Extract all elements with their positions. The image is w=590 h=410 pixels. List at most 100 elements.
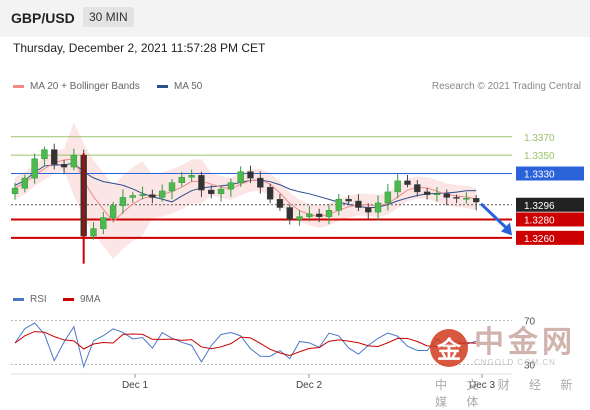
candle-body-28 xyxy=(286,207,293,220)
timeframe-badge[interactable]: 30 MIN xyxy=(83,7,134,27)
rsi-line xyxy=(14,322,477,369)
candle-body-47 xyxy=(472,198,480,203)
x-tick-label-1: Dec 2 xyxy=(296,380,323,391)
candle-body-44 xyxy=(443,193,450,198)
candle-body-19 xyxy=(198,175,205,191)
candle-body-8 xyxy=(90,228,97,237)
candle-10 xyxy=(109,201,117,221)
arrow-shaft xyxy=(479,202,511,232)
candle-body-43 xyxy=(433,193,441,195)
candle-46 xyxy=(463,192,470,204)
candle-15 xyxy=(158,184,166,202)
candle-body-38 xyxy=(384,191,392,204)
candle-44 xyxy=(443,189,450,206)
candle-body-45 xyxy=(453,197,460,199)
candle-4 xyxy=(51,143,58,170)
candle-body-30 xyxy=(306,213,313,217)
level-label-bg-2 xyxy=(516,166,584,181)
candle-43 xyxy=(433,187,441,202)
candle-body-36 xyxy=(365,207,372,213)
candle-29 xyxy=(296,210,303,226)
candle-32 xyxy=(325,205,333,225)
price-levels xyxy=(11,136,512,239)
level-label-0: 1.3370 xyxy=(524,133,555,144)
candle-24 xyxy=(247,165,254,184)
candle-body-23 xyxy=(237,171,244,183)
legend-9ma-label: 9MA xyxy=(80,294,101,305)
candle-body-3 xyxy=(41,149,48,160)
candle-5 xyxy=(60,159,68,175)
rsi-level-label-1: 30 xyxy=(524,361,536,372)
candle-14 xyxy=(149,189,156,204)
candle-0 xyxy=(11,182,19,200)
candle-41 xyxy=(414,179,421,197)
candle-body-46 xyxy=(463,198,470,200)
rsi-ma-line xyxy=(14,331,477,356)
candle-45 xyxy=(453,194,460,204)
candle-body-22 xyxy=(227,182,235,190)
candle-16 xyxy=(168,179,176,200)
ma20-line xyxy=(14,158,477,223)
x-axis: Dec 1 Dec 2 Dec 3 xyxy=(11,373,512,391)
candle-23 xyxy=(237,166,244,187)
candle-3 xyxy=(41,146,48,167)
candle-body-16 xyxy=(168,182,176,192)
bollinger-fill xyxy=(15,122,477,259)
forecast-arrow xyxy=(479,202,512,236)
watermark-cn: 中金网 xyxy=(474,326,576,359)
candle-body-2 xyxy=(31,158,38,179)
candle-37 xyxy=(374,195,382,221)
candle-body-29 xyxy=(296,216,303,220)
level-label-bg-3 xyxy=(516,197,584,212)
candle-body-12 xyxy=(129,195,136,198)
candle-body-37 xyxy=(374,202,382,213)
candle-33 xyxy=(335,194,343,216)
candle-9 xyxy=(100,211,107,235)
candle-body-6 xyxy=(70,154,78,168)
legend-rsi-label: RSI xyxy=(30,294,47,305)
level-label-5: 1.3260 xyxy=(524,234,555,245)
legend-ma50: MA 50 xyxy=(157,81,202,92)
candle-20 xyxy=(208,185,215,199)
watermark-en: CNGOLD.COM.CN xyxy=(474,358,556,367)
level-label-bg-4 xyxy=(516,212,584,227)
candle-body-31 xyxy=(315,213,323,217)
bollinger-band xyxy=(15,122,477,259)
x-tick-label-0: Dec 1 xyxy=(122,380,149,391)
candle-body-5 xyxy=(60,164,68,168)
candle-body-10 xyxy=(109,205,117,218)
candle-8 xyxy=(90,222,97,240)
candle-34 xyxy=(345,195,352,206)
candle-19 xyxy=(198,171,205,198)
watermark: 金 中金网 CNGOLD.COM.CN xyxy=(430,328,576,367)
candle-body-34 xyxy=(345,198,352,202)
candle-body-25 xyxy=(257,177,264,188)
legend-ma50-label: MA 50 xyxy=(174,81,203,92)
candle-6 xyxy=(70,148,78,171)
level-label-2: 1.3330 xyxy=(524,170,555,181)
candle-body-27 xyxy=(276,198,284,208)
ma50-swatch xyxy=(157,85,168,88)
price-chart[interactable]: 1.3370 1.3350 1.3330 1.3296 1.3280 1.3260 70 3… xyxy=(0,0,590,400)
candle-body-15 xyxy=(158,190,166,198)
x-tick-label-2: Dec 3 xyxy=(469,380,496,391)
candle-body-20 xyxy=(208,189,215,194)
candle-31 xyxy=(315,208,323,223)
candle-11 xyxy=(119,189,127,214)
legend-bollinger: MA 20 + Bollinger Bands xyxy=(13,81,140,92)
candle-body-18 xyxy=(188,175,195,178)
candle-body-35 xyxy=(355,200,362,208)
candles xyxy=(11,143,480,264)
candle-27 xyxy=(276,194,284,211)
candle-28 xyxy=(286,204,293,225)
moving-averages xyxy=(14,158,477,223)
level-label-4: 1.3280 xyxy=(524,215,555,226)
candle-body-40 xyxy=(404,180,411,185)
candle-body-17 xyxy=(178,176,186,183)
candle-body-42 xyxy=(423,191,431,195)
candle-body-13 xyxy=(139,194,146,196)
candle-21 xyxy=(217,185,225,202)
candle-36 xyxy=(365,203,372,220)
candle-body-11 xyxy=(119,197,127,206)
candle-body-21 xyxy=(217,188,225,194)
